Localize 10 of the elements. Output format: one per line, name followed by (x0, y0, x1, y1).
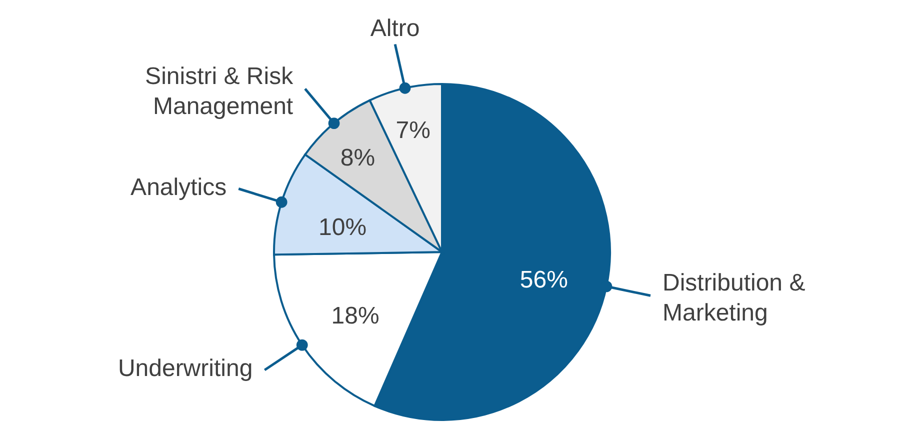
legend-label: Distribution & Marketing (662, 270, 806, 327)
slice-label: Analytics (130, 174, 227, 201)
data-label: 8% (340, 144, 376, 172)
slice-label: Sinistri & Risk Management (145, 62, 294, 120)
data-label: 10% (318, 214, 367, 242)
slice-label: Altro (370, 15, 420, 42)
data-label: 18% (331, 302, 380, 330)
slice-label: Underwriting (118, 354, 253, 382)
data-label: 56% (520, 266, 568, 294)
data-label: 7% (396, 117, 430, 144)
